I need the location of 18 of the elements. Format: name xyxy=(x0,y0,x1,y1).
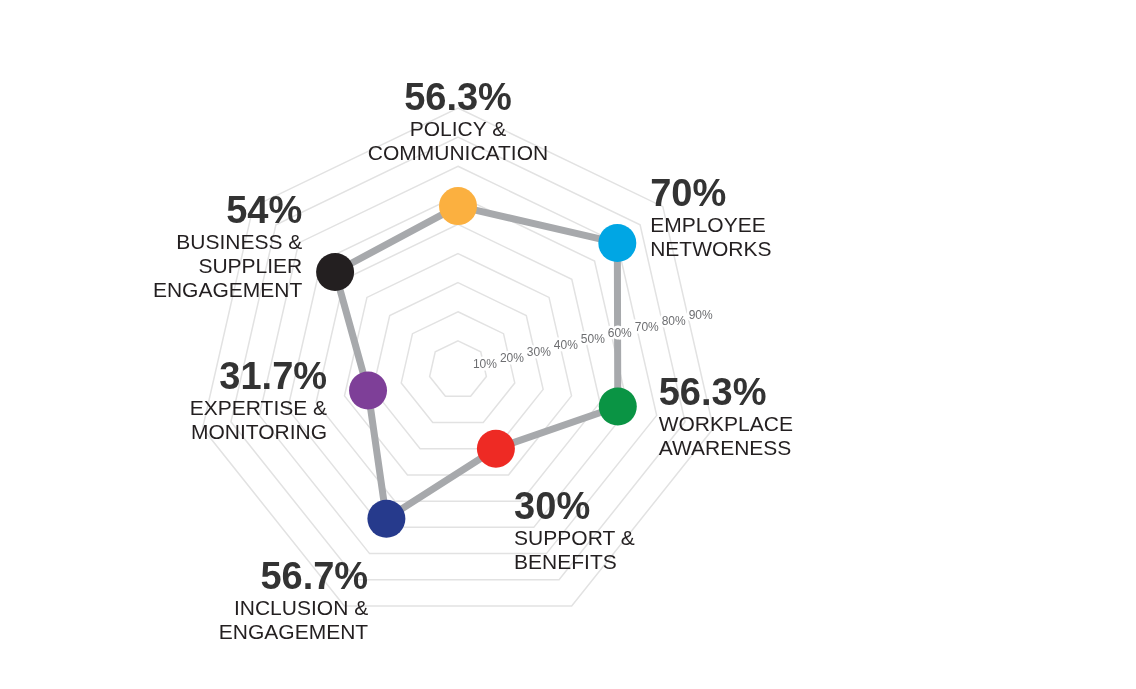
data-label: 54% xyxy=(226,188,303,231)
spoke-label: SUPPORT & BENEFITS xyxy=(514,525,635,573)
spoke-label: POLICY & COMMUNICATION xyxy=(367,117,549,165)
spoke-label: WORKPLACE AWARENESS xyxy=(658,411,793,459)
y-tick-label: 50% xyxy=(580,332,606,347)
spoke-label: EXPERTISE & MONITORING xyxy=(189,395,328,443)
y-tick-label: 90% xyxy=(688,307,713,322)
y-tick-label: 10% xyxy=(472,356,498,371)
data-label: 56.3% xyxy=(658,370,767,413)
data-label: 56.7% xyxy=(260,554,369,597)
data-label: 56.3% xyxy=(404,76,512,119)
spoke-label: INCLUSION & ENGAGEMENT xyxy=(218,595,369,643)
y-tick-label: 80% xyxy=(661,313,687,328)
data-label: 31.7% xyxy=(219,354,328,397)
y-tick-label: 20% xyxy=(499,350,525,365)
y-tick-label: 40% xyxy=(553,338,579,353)
spoke-label: BUSINESS & SUPPLIER ENGAGEMENT xyxy=(152,229,303,301)
spoke-label: EMPLOYEE NETWORKS xyxy=(650,212,772,260)
